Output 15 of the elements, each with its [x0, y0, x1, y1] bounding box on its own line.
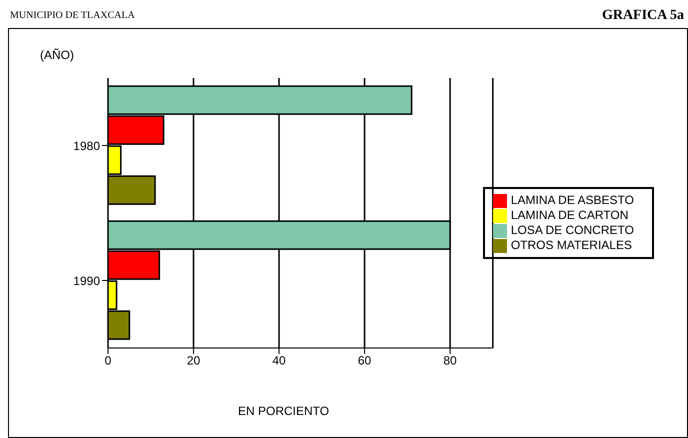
x-tick-label: 60: [358, 354, 372, 368]
y-axis-title: (AÑO): [40, 48, 74, 62]
legend-label: LAMINA DE CARTON: [510, 208, 628, 222]
x-axis-title: EN PORCIENTO: [238, 404, 330, 418]
legend-label: LOSA DE CONCRETO: [510, 223, 634, 237]
x-tick-label: 0: [104, 354, 112, 368]
y-tick-label: 1980: [73, 138, 100, 153]
y-tick-label: 1990: [73, 274, 100, 288]
x-tick-label: 40: [272, 354, 286, 368]
legend-label: LAMINA DE ASBESTO: [510, 193, 634, 208]
x-tick-label: 20: [186, 354, 201, 368]
legend-label: OTROS MATERIALES: [510, 238, 632, 252]
text: GRAFICA 5a: [602, 8, 684, 24]
x-tick-label: 80: [443, 354, 458, 368]
text: MUNICIPIO DE TLAXCALA: [10, 10, 135, 21]
